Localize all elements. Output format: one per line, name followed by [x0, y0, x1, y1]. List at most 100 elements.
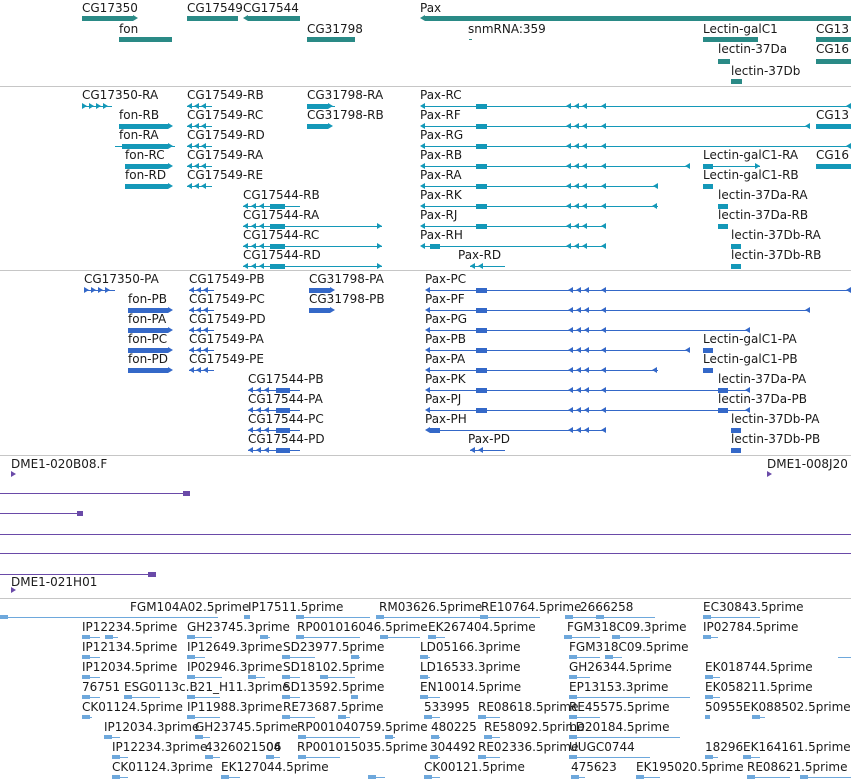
feature-exon-block[interactable]	[425, 16, 851, 21]
feature-intron-line[interactable]	[296, 617, 370, 618]
feature-label-cg17549-rd[interactable]: CG17549-RD	[187, 128, 265, 142]
feature-intron-line[interactable]	[0, 553, 851, 554]
feature-label-cg17549-pa[interactable]: CG17549-PA	[189, 332, 264, 346]
feature-intron-line[interactable]	[470, 450, 505, 451]
feature-label-fon-pd[interactable]: fon-PD	[128, 352, 168, 366]
feature-label-ip02946-3prime[interactable]: IP02946.3prime	[187, 660, 283, 674]
strand-arrow-left-icon[interactable]	[601, 143, 606, 149]
feature-label-pax-pg[interactable]: Pax-PG	[425, 312, 468, 326]
feature-intron-line[interactable]	[320, 677, 355, 678]
feature-label-cg17350[interactable]: CG17350	[82, 1, 138, 15]
strand-arrow-left-icon[interactable]	[566, 123, 571, 129]
feature-exon-block[interactable]	[731, 448, 741, 453]
feature-label-ck00121-5prime[interactable]: CK00121.5prime	[424, 760, 525, 774]
strand-arrow-left-icon[interactable]	[846, 287, 851, 293]
feature-label-pax-rd[interactable]: Pax-RD	[458, 248, 502, 262]
feature-exon-block[interactable]	[705, 695, 713, 699]
feature-exon-block[interactable]	[428, 635, 436, 639]
feature-intron-line[interactable]	[569, 677, 590, 678]
feature-exon-block[interactable]	[307, 37, 355, 42]
feature-label-475623[interactable]: 475623	[571, 760, 617, 774]
feature-label-ck01124-3prime[interactable]: CK01124.3prime	[112, 760, 213, 774]
feature-intron-line[interactable]	[187, 677, 222, 678]
feature-exon-block[interactable]	[731, 244, 741, 249]
feature-label-cg16[interactable]: CG16	[816, 42, 849, 56]
feature-intron-line[interactable]	[248, 410, 300, 411]
feature-exon-block[interactable]	[731, 79, 742, 84]
feature-exon-block[interactable]	[476, 388, 487, 393]
feature-label-pax-rh[interactable]: Pax-RH	[420, 228, 463, 242]
feature-label-fon-rc[interactable]: fon-RC	[125, 148, 165, 162]
feature-label-lectin-37db-rb[interactable]: lectin-37Db-RB	[731, 248, 822, 262]
feature-exon-block[interactable]	[476, 288, 487, 293]
strand-arrow-left-icon[interactable]	[420, 163, 425, 169]
feature-exon-block[interactable]	[476, 224, 487, 229]
strand-arrow-left-icon[interactable]	[582, 163, 587, 169]
feature-label-lectin-galc1-pb[interactable]: Lectin-galC1-PB	[703, 352, 798, 366]
feature-label-cg31798-ra[interactable]: CG31798-RA	[307, 88, 384, 102]
strand-arrow-left-icon[interactable]	[584, 307, 589, 313]
feature-label-304492[interactable]: 304492	[430, 740, 476, 754]
feature-exon-block[interactable]	[476, 368, 487, 373]
feature-exon-block[interactable]	[747, 775, 755, 779]
strand-arrow-left-icon[interactable]	[425, 327, 430, 333]
feature-label-ip12649-3prime[interactable]: IP12649.3prime	[187, 640, 283, 654]
feature-intron-line[interactable]	[115, 146, 175, 147]
feature-intron-line[interactable]	[565, 617, 600, 618]
feature-intron-line[interactable]	[0, 493, 185, 494]
feature-exon-block[interactable]	[565, 615, 573, 619]
feature-label-ek164161-5prime[interactable]: EK164161.5prime	[743, 740, 851, 754]
feature-label-re08618-5prime[interactable]: RE08618.5prime	[478, 700, 579, 714]
strand-arrow-right-icon[interactable]	[755, 163, 760, 169]
strand-arrow-left-icon[interactable]	[425, 307, 430, 313]
feature-label-2666258[interactable]: 2666258	[580, 600, 634, 614]
feature-label-lectin-37da-pa[interactable]: lectin-37Da-PA	[718, 372, 807, 386]
feature-label-cg31798-pa[interactable]: CG31798-PA	[309, 272, 384, 286]
strand-arrow-left-icon[interactable]	[478, 263, 483, 269]
feature-exon-block[interactable]	[718, 388, 728, 393]
strand-arrow-left-icon[interactable]	[566, 143, 571, 149]
feature-label-re10764-5prime[interactable]: RE10764.5prime	[481, 600, 582, 614]
strand-arrow-right-icon[interactable]	[168, 327, 173, 333]
strand-arrow-right-icon[interactable]	[330, 307, 335, 313]
feature-label-pax[interactable]: Pax	[420, 1, 442, 15]
feature-exon-block[interactable]	[244, 615, 250, 619]
strand-arrow-left-icon[interactable]	[576, 327, 581, 333]
feature-intron-line[interactable]	[425, 206, 658, 207]
feature-label-pax-pb[interactable]: Pax-PB	[425, 332, 466, 346]
strand-arrow-left-icon[interactable]	[846, 103, 851, 109]
feature-exon-block[interactable]	[104, 735, 112, 739]
feature-exon-block[interactable]	[221, 775, 229, 779]
feature-exon-block[interactable]	[119, 124, 168, 129]
feature-intron-line[interactable]	[430, 390, 750, 391]
strand-arrow-left-icon[interactable]	[566, 203, 571, 209]
strand-arrow-right-icon[interactable]	[11, 587, 16, 593]
feature-label-ip12134-5prime[interactable]: IP12134.5prime	[82, 640, 178, 654]
feature-intron-line[interactable]	[596, 617, 655, 618]
feature-label-cg17544-rc[interactable]: CG17544-RC	[243, 228, 320, 242]
feature-label-re45575-5prime[interactable]: RE45575.5prime	[569, 700, 670, 714]
strand-arrow-left-icon[interactable]	[568, 387, 573, 393]
feature-label-lectin-37db-pa[interactable]: lectin-37Db-PA	[731, 412, 820, 426]
feature-label-480225[interactable]: 480225	[431, 720, 477, 734]
strand-arrow-right-icon[interactable]	[168, 307, 173, 313]
feature-intron-line[interactable]	[248, 677, 265, 678]
feature-exon-block[interactable]	[478, 755, 486, 759]
strand-arrow-left-icon[interactable]	[574, 243, 579, 249]
feature-label-cg17549-re[interactable]: CG17549-RE	[187, 168, 264, 182]
feature-exon-block[interactable]	[476, 204, 487, 209]
strand-arrow-left-icon[interactable]	[566, 103, 571, 109]
feature-label-ip11988-3prime[interactable]: IP11988.3prime	[187, 700, 283, 714]
feature-intron-line[interactable]	[743, 757, 760, 758]
feature-intron-line[interactable]	[478, 757, 500, 758]
feature-label-cg17544-rb[interactable]: CG17544-RB	[243, 188, 320, 202]
feature-intron-line[interactable]	[569, 717, 600, 718]
feature-intron-line[interactable]	[243, 226, 382, 227]
feature-intron-line[interactable]	[248, 450, 300, 451]
feature-intron-line[interactable]	[187, 657, 205, 658]
strand-arrow-left-icon[interactable]	[568, 427, 573, 433]
strand-arrow-left-icon[interactable]	[601, 367, 606, 373]
feature-label-ip12034-5prime[interactable]: IP12034.5prime	[82, 660, 178, 674]
strand-arrow-left-icon[interactable]	[584, 367, 589, 373]
feature-exon-block[interactable]	[187, 675, 195, 679]
